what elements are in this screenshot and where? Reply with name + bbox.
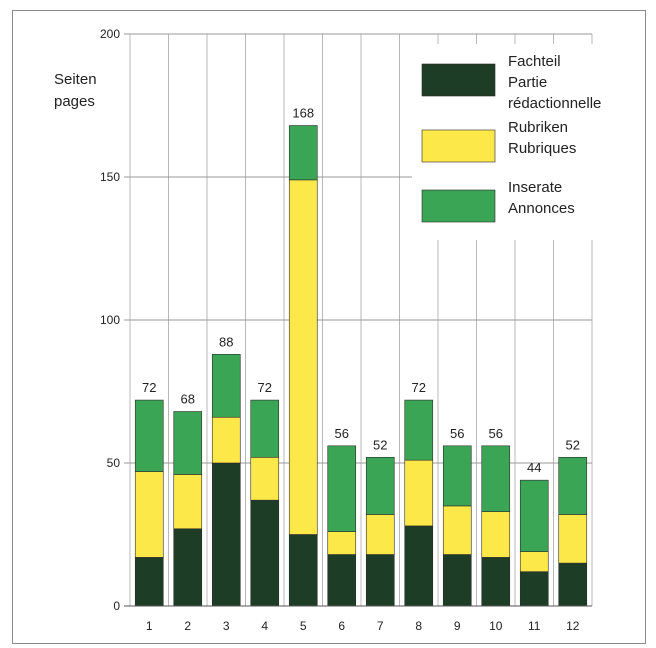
y-axis-label-line-1: Seiten [54, 71, 97, 88]
bar-segment-3 [404, 399, 434, 461]
bar-segment-1 [442, 554, 472, 607]
bar-segment-2 [327, 531, 357, 555]
bar-segment-3 [558, 456, 588, 515]
bar-segment-3 [327, 445, 357, 532]
bar-total-label: 72 [412, 380, 426, 395]
y-tick-label: 50 [107, 456, 121, 470]
x-tick-label: 8 [415, 619, 422, 633]
bar-segment-3 [442, 445, 472, 507]
bar-segment-2 [211, 416, 241, 464]
legend-swatch-2 [421, 129, 496, 163]
bars [134, 125, 588, 607]
bar-segment-2 [481, 511, 511, 558]
bar-total-label: 56 [335, 426, 349, 441]
bar-segment-1 [404, 525, 434, 607]
bar-segment-2 [442, 505, 472, 555]
bar-total-label: 56 [450, 426, 464, 441]
legend-label-2: Rubriques [508, 140, 576, 157]
y-tick-label: 0 [113, 599, 120, 613]
bar-segment-1 [288, 534, 318, 607]
x-tick-label: 10 [489, 619, 503, 633]
x-tick-label: 5 [300, 619, 307, 633]
labels: 72 68 88 72 168 56 52 72 56 56 44 52 [142, 106, 580, 476]
bar-total-label: 72 [142, 380, 156, 395]
legend-label-1: Partie [508, 74, 547, 91]
legend: Fachteil Partie rédactionnelle Rubriken Rubr… [412, 44, 630, 240]
x-tick-label: 6 [338, 619, 345, 633]
bar-total-label: 56 [489, 426, 503, 441]
x-tick-label: 11 [528, 619, 541, 633]
legend-label-1: rédactionnelle [508, 95, 601, 112]
bar-segment-1 [134, 557, 164, 607]
legend-swatch-3 [421, 189, 496, 223]
legend-label-2: Rubriken [508, 119, 568, 136]
x-tick-label: 1 [146, 619, 153, 633]
bar-segment-2 [173, 474, 203, 530]
x-tick-label: 7 [377, 619, 384, 633]
bar-segment-1 [519, 571, 549, 607]
bar-segment-2 [519, 551, 549, 572]
bar-total-label: 52 [373, 437, 387, 452]
bar-segment-1 [558, 562, 588, 607]
legend-label-1: Fachteil [508, 53, 561, 70]
bar-segment-1 [211, 462, 241, 607]
x-tick-label: 3 [223, 619, 230, 633]
bar-total-label: 44 [527, 460, 541, 475]
y-tick-label: 200 [100, 27, 120, 41]
x-tick-label: 2 [184, 619, 191, 633]
bar-segment-1 [481, 557, 511, 607]
bar-total-label: 68 [181, 392, 195, 407]
bar-segment-3 [481, 445, 511, 512]
bar-segment-2 [365, 514, 395, 555]
bar-segment-2 [250, 456, 280, 501]
bar-segment-3 [519, 479, 549, 552]
legend-label-3: Annonces [508, 200, 575, 217]
x-tick-label: 12 [566, 619, 580, 633]
bar-segment-1 [173, 528, 203, 607]
y-tick-label: 150 [100, 170, 120, 184]
y-axis-label: Seiten pages [54, 71, 97, 110]
y-axis-label-line-2: pages [54, 93, 95, 110]
bar-segment-2 [558, 514, 588, 564]
bar-segment-3 [211, 354, 241, 418]
bar-segment-3 [134, 399, 164, 472]
x-tick-label: 9 [454, 619, 461, 633]
bar-segment-2 [288, 179, 318, 535]
bar-total-label: 52 [566, 437, 580, 452]
bar-segment-2 [404, 459, 434, 527]
bar-total-label: 72 [258, 380, 272, 395]
bar-segment-3 [173, 411, 203, 475]
bar-segment-2 [134, 471, 164, 558]
legend-swatch-1 [421, 63, 496, 97]
legend-label-3: Inserate [508, 179, 562, 196]
bar-segment-3 [288, 125, 318, 181]
x-tick-label: 4 [261, 619, 268, 633]
bar-segment-3 [365, 456, 395, 515]
bar-total-label: 88 [219, 334, 233, 349]
bar-segment-1 [327, 554, 357, 607]
bar-total-label: 168 [292, 106, 314, 121]
bar-segment-1 [365, 554, 395, 607]
bar-segment-3 [250, 399, 280, 458]
bar-segment-1 [250, 499, 280, 607]
y-tick-label: 100 [100, 313, 120, 327]
